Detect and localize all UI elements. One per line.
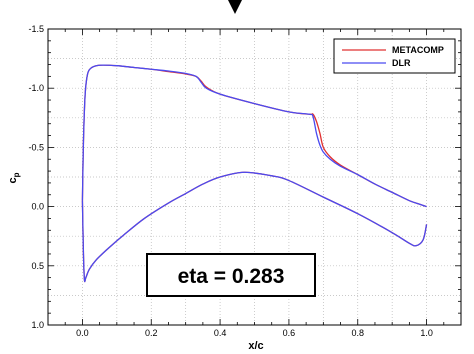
series-line-dlr-lower	[81, 171, 428, 283]
y-tick-label: 0.0	[31, 202, 44, 212]
x-tick-labels: 0.0 0.2 0.4 0.6 0.8 1.0	[76, 328, 433, 338]
svg-text:cp: cp	[7, 172, 21, 183]
y-tick-label: -0.5	[28, 142, 44, 152]
y-tick-label: -1.0	[28, 83, 44, 93]
x-tick-label: 0.0	[76, 328, 89, 338]
y-tick-labels: -1.5 -1.0 -0.5 0.0 0.5 1.0	[28, 24, 44, 330]
x-tick-label: 1.0	[420, 328, 433, 338]
x-tick-label: 0.6	[283, 328, 296, 338]
legend-label-dlr: DLR	[392, 58, 411, 68]
legend-label-metacomp: METACOMP	[392, 45, 444, 55]
eta-annotation-box	[146, 253, 316, 297]
y-tick-label: 1.0	[31, 320, 44, 330]
y-axis-label: cp	[7, 172, 21, 183]
eta-annotation-text: eta = 0.283	[178, 265, 285, 288]
y-tick-label: -1.5	[28, 24, 44, 34]
x-tick-label: 0.8	[351, 328, 364, 338]
tick-marks	[47, 28, 462, 326]
eta-annotation: eta = 0.283	[146, 253, 316, 297]
y-axis-label-sub: p	[12, 172, 21, 177]
down-arrow-icon	[228, 0, 242, 14]
x-axis-label: x/c	[248, 340, 263, 352]
y-axis-label-main: c	[7, 177, 19, 183]
series-layer	[81, 64, 428, 283]
legend-box	[333, 38, 456, 74]
x-tick-label: 0.4	[214, 328, 227, 338]
series-line-dlr-upper	[81, 64, 427, 208]
legend: METACOMP DLR	[333, 38, 456, 74]
y-tick-label: 0.5	[31, 261, 44, 271]
x-tick-label: 0.2	[145, 328, 158, 338]
